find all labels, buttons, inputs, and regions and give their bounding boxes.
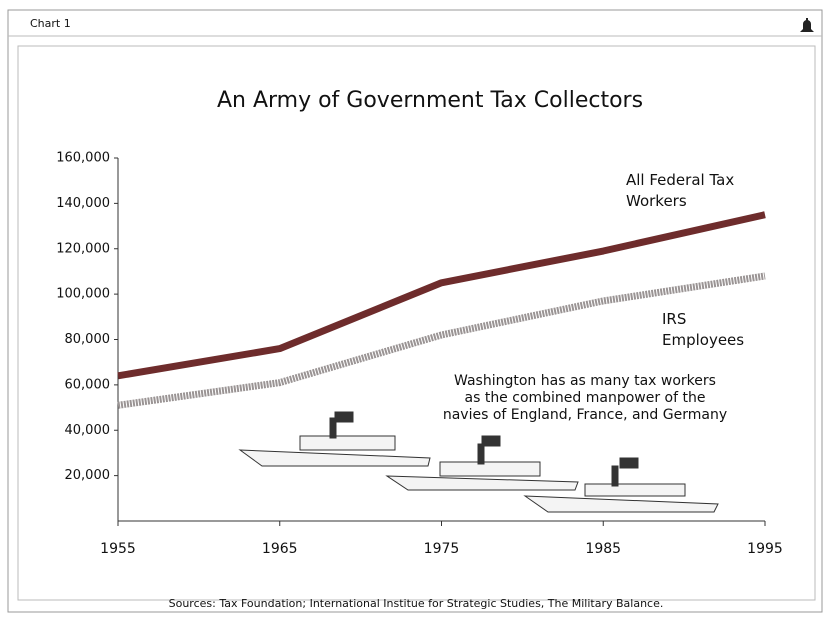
- chart-label: Chart 1: [30, 17, 71, 30]
- x-tick-label: 1975: [424, 541, 460, 557]
- annotation: Washington has as many tax workers: [454, 373, 716, 389]
- y-tick-label: 100,000: [56, 287, 110, 302]
- series-line: [117, 211, 766, 380]
- x-tick-label: 1965: [262, 541, 298, 557]
- chart-title: An Army of Government Tax Collectors: [217, 88, 643, 113]
- y-tick-label: 140,000: [56, 196, 110, 211]
- x-tick-label: 1985: [585, 541, 621, 557]
- annotation: navies of England, France, and Germany: [443, 407, 727, 423]
- y-tick-label: 60,000: [65, 377, 111, 392]
- ships-illustration: [238, 411, 719, 513]
- series-label: IRS Employees: [662, 310, 745, 349]
- y-tick-label: 80,000: [65, 332, 111, 347]
- y-tick-label: 20,000: [65, 468, 111, 483]
- bell-icon: [800, 18, 814, 32]
- annotation: as the combined manpower of the: [465, 390, 706, 406]
- x-tick-label: 1995: [747, 541, 783, 557]
- y-tick-label: 160,000: [56, 151, 110, 166]
- series-label: All Federal Tax Workers: [626, 171, 735, 210]
- x-tick-label: 1955: [100, 541, 136, 557]
- outer-frame: [7, 9, 823, 613]
- series-line: [117, 272, 766, 409]
- chart-frame: [17, 45, 816, 601]
- y-tick-label: 40,000: [65, 423, 111, 438]
- source-note: Sources: Tax Foundation; International I…: [169, 597, 664, 610]
- y-tick-label: 120,000: [56, 241, 110, 256]
